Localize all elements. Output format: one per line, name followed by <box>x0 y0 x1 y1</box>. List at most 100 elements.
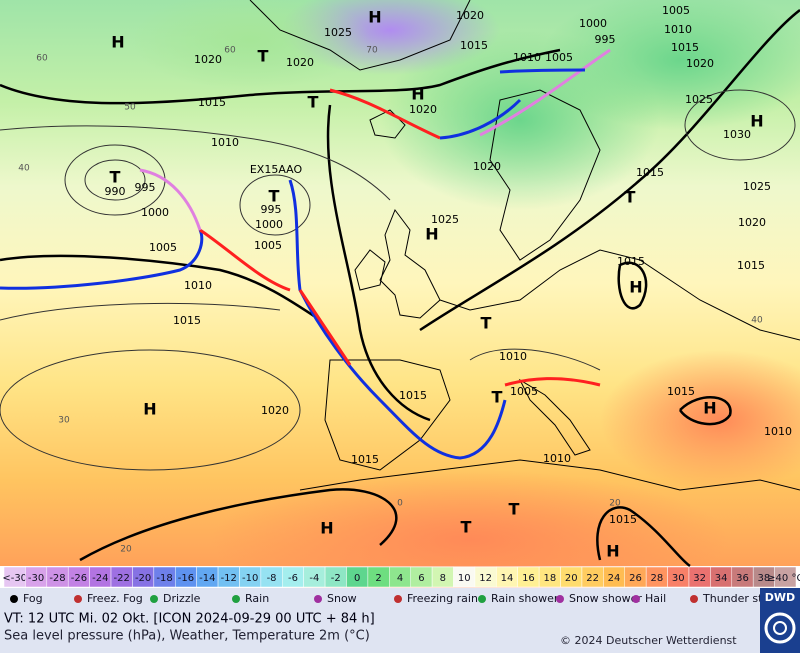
pressure-center: T <box>308 93 319 112</box>
ireland <box>354 249 386 291</box>
isobar-label: 1015 <box>609 513 637 526</box>
pressure-center: H <box>320 519 333 538</box>
isobar-label: 1010 <box>764 425 792 438</box>
symbol-label: Snow shower <box>569 592 642 605</box>
isobar <box>0 302 281 321</box>
pressure-center: H <box>606 542 619 561</box>
symbol-icon <box>556 595 564 603</box>
scale-label: -10 <box>242 573 258 584</box>
scale-label: 4 <box>397 573 403 584</box>
warm-front <box>504 377 601 387</box>
cold-front <box>439 98 522 140</box>
scale-label: 26 <box>629 573 642 584</box>
scale-label: <-30 <box>2 573 27 584</box>
isobar-label: 1015 <box>173 314 201 327</box>
warm-front <box>329 88 441 140</box>
isobar-label: 1010 <box>499 350 527 363</box>
isobar <box>596 506 691 568</box>
isobar-label: 1015 <box>671 41 699 54</box>
scale-label: 34 <box>715 573 728 584</box>
scale-label: 22 <box>586 573 599 584</box>
scale-label: 38 <box>758 573 771 584</box>
scale-label: 30 <box>672 573 685 584</box>
cold-front <box>0 229 204 290</box>
map-labels: H H T 1025 1020 1020 1020 1015 1010 1005 1000 995 10… <box>18 4 792 561</box>
isobar-label: 1015 <box>636 166 664 179</box>
symbol-label: Rain <box>245 592 269 605</box>
pressure-center: T <box>481 314 492 333</box>
fronts <box>0 48 611 460</box>
isobar-label: 1015 <box>617 255 645 268</box>
scale-label: -28 <box>49 573 65 584</box>
scale-label: -20 <box>135 573 151 584</box>
isobar-label: 1010 <box>543 452 571 465</box>
scale-label: 24 <box>608 573 621 584</box>
isobar <box>678 396 732 426</box>
warm-area <box>600 350 800 490</box>
scale-label: 12 <box>479 573 492 584</box>
pressure-center: H <box>425 225 438 244</box>
symbol-icon <box>150 595 158 603</box>
isotherm-label: 20 <box>609 499 621 509</box>
isobar <box>326 104 431 422</box>
symbol-icon <box>74 595 82 603</box>
scale-label: -12 <box>221 573 237 584</box>
logo-swirl <box>773 621 787 635</box>
scale-label: 32 <box>693 573 706 584</box>
isobar <box>239 174 311 236</box>
isobar-label: 1025 <box>685 93 713 106</box>
symbol-label: Fog <box>23 592 43 605</box>
isobar <box>0 254 321 322</box>
isobar-label: 1010 <box>184 279 212 292</box>
scale-label: 36 <box>736 573 749 584</box>
isotherm-label: 70 <box>366 46 378 56</box>
isotherm-label: 20 <box>120 545 132 555</box>
isobar-label: 1020 <box>261 404 289 417</box>
scale-label: -6 <box>288 573 298 584</box>
symbol-label: Snow <box>327 592 357 605</box>
symbol-label: Hail <box>645 592 666 605</box>
cool-area <box>130 0 370 90</box>
isobar-label: 1020 <box>194 53 222 66</box>
isobar-label: 1015 <box>737 259 765 272</box>
isobar-label: 995 <box>135 181 156 194</box>
pressure-center: H <box>629 278 642 297</box>
scale-label: 16 <box>522 573 535 584</box>
isobar-label: 1025 <box>324 26 352 39</box>
isobar-label: 1010 <box>513 51 541 64</box>
pressure-center: H <box>143 400 156 419</box>
isotherm-label: 30 <box>58 416 70 426</box>
isotherm-label: 40 <box>18 164 30 174</box>
isobar-label: 1010 <box>211 136 239 149</box>
isobar-label: 1000 <box>579 17 607 30</box>
scale-label: 0 <box>354 573 360 584</box>
scale-label: -24 <box>92 573 108 584</box>
symbol-icon <box>690 595 698 603</box>
isobar-label: 1025 <box>743 180 771 193</box>
isobar-label: 1010 <box>664 23 692 36</box>
north-africa-coast <box>299 459 800 491</box>
logo-text: DWD <box>765 591 795 604</box>
scale-label: -2 <box>331 573 341 584</box>
pressure-center: H <box>111 33 124 52</box>
isobar <box>84 159 146 201</box>
isotherm-label: 0 <box>397 499 403 509</box>
isobar-label: 1020 <box>409 103 437 116</box>
warm-front <box>199 228 291 292</box>
isobar-label: 1005 <box>510 385 538 398</box>
isobar-label: 990 <box>105 185 126 198</box>
scale-label: ≥40 °C <box>767 573 800 584</box>
isobar <box>684 89 796 161</box>
pressure-center: H <box>368 8 381 27</box>
italy <box>518 378 591 456</box>
isobar-label: 1020 <box>456 9 484 22</box>
valid-time: VT: 12 UTC Mi. 02 Okt. [ICON 2024-09-29 … <box>4 612 375 627</box>
isobar-label: 1030 <box>723 128 751 141</box>
isobar <box>419 9 800 332</box>
symbol-icon <box>10 595 18 603</box>
isotherm-label: 40 <box>751 316 763 326</box>
pressure-center: T <box>492 388 503 407</box>
occluded-front <box>479 48 611 137</box>
map-area: H H T 1025 1020 1020 1020 1015 1010 1005 1000 995 10… <box>0 0 800 610</box>
